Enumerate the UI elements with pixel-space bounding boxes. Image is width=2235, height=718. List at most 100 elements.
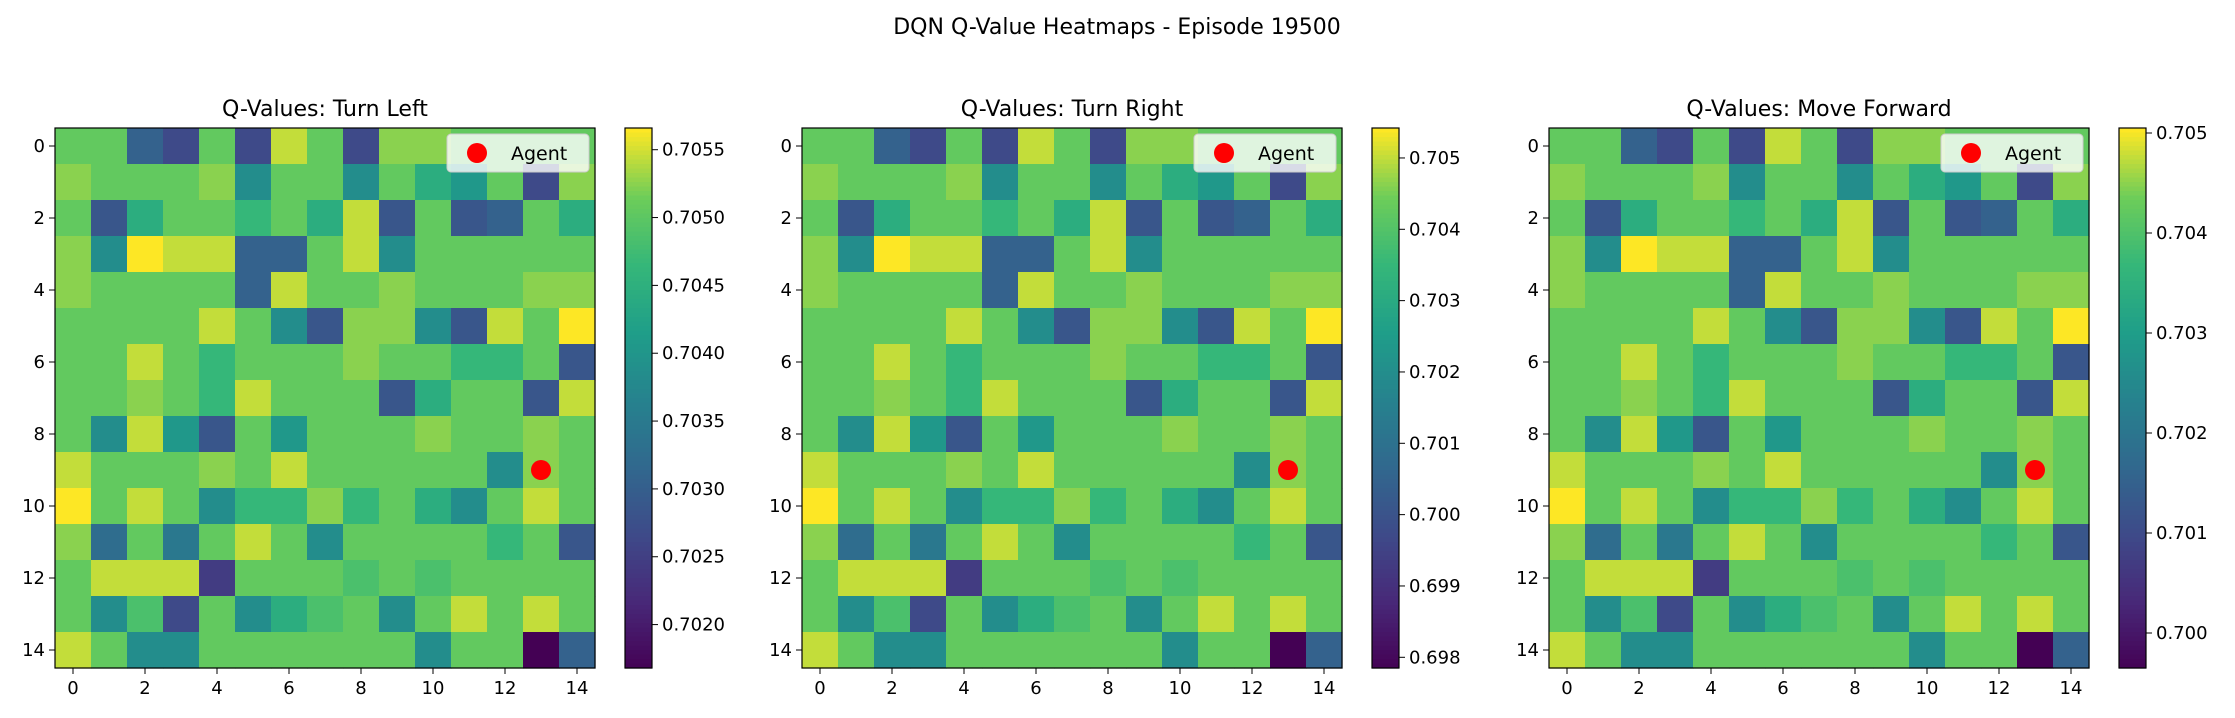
x-tick-label: 0 [67,678,78,699]
heatmap-cell [271,452,308,489]
heatmap-cell [1729,128,1766,165]
heatmap-cell [487,272,524,309]
heatmap-cell [307,560,344,597]
colorbar-segment [1372,434,1399,440]
heatmap-cell [910,200,947,237]
colorbar-segment [2119,479,2146,485]
heatmap-cell [1729,596,1766,633]
heatmap-cell [1657,380,1694,417]
heatmap-cell [91,164,128,201]
colorbar-segment [2119,564,2146,570]
heatmap-cell [874,164,911,201]
heatmap-cell [127,344,164,381]
heatmap-cell [1018,236,1055,273]
heatmap-cell [838,344,875,381]
heatmap-cell [163,524,200,561]
heatmap-cell [1657,452,1694,489]
heatmap-cell [163,632,200,669]
heatmap-cell [1729,164,1766,201]
colorbar-segment [625,407,652,413]
colorbar-segment [625,492,652,498]
heatmap-cell [1054,596,1091,633]
colorbar-segment [1372,659,1399,665]
heatmap-cell [1657,488,1694,525]
heatmap-cell [946,524,983,561]
heatmap-cell [1801,272,1838,309]
x-tick-label: 8 [355,678,366,699]
colorbar-segment [625,533,652,539]
heatmap-cell [1909,308,1946,345]
heatmap-cell [1657,272,1694,309]
heatmap-cell [1090,128,1127,165]
heatmap-cell [1837,200,1874,237]
heatmap-cell [2017,488,2054,525]
heatmap-cell [1054,344,1091,381]
heatmap-cell [1873,416,1910,453]
colorbar-segment [625,497,652,503]
heatmap-cell [307,164,344,201]
heatmap-cell [91,488,128,525]
colorbar-segment [1372,218,1399,224]
heatmap-cell [415,200,452,237]
colorbar-tick-label: 0.703 [1409,291,1461,312]
heatmap-cell [307,452,344,489]
heatmap-cell [1018,380,1055,417]
colorbar-segment [625,213,652,219]
heatmap-cell [2017,236,2054,273]
colorbar-segment [1372,371,1399,377]
colorbar-segment [625,191,652,197]
colorbar-tick-label: 0.7020 [662,615,725,636]
heatmap-cell [1306,488,1343,525]
colorbar-segment [1372,438,1399,444]
colorbar-segment [2119,362,2146,368]
colorbar-segment [625,555,652,561]
heatmap-cell [1126,308,1163,345]
heatmap-cell [127,524,164,561]
colorbar-segment [625,281,652,287]
heatmap-cell [235,128,272,165]
heatmap-cell [982,344,1019,381]
heatmap-cell [1945,308,1982,345]
colorbar-segment [625,609,652,615]
y-tick-label: 8 [781,424,792,445]
colorbar-segment [1372,542,1399,548]
colorbar-segment [625,276,652,282]
x-tick-label: 6 [1777,678,1788,699]
heatmap-cell [946,488,983,525]
heatmap-cell [415,596,452,633]
heatmap-cell [1234,596,1271,633]
colorbar-segment [2119,641,2146,647]
heatmap-cell [379,344,416,381]
heatmap-cell [1126,452,1163,489]
heatmap-cell [487,416,524,453]
heatmap-cell [91,308,128,345]
heatmap-cell [379,308,416,345]
x-tick-label: 2 [886,678,897,699]
heatmap-cell [1729,200,1766,237]
colorbar-segment [2119,258,2146,264]
colorbar-segment [2119,317,2146,323]
colorbar-tick-label: 0.704 [2156,223,2208,244]
heatmap-cell [1729,308,1766,345]
x-tick-label: 6 [1030,678,1041,699]
colorbar-tick-label: 0.7055 [662,140,725,161]
colorbar-segment [2119,515,2146,521]
suptitle: DQN Q-Value Heatmaps - Episode 19500 [893,15,1341,40]
heatmap-cell [1729,272,1766,309]
colorbar-segment [1372,407,1399,413]
colorbar-segment [1372,555,1399,561]
heatmap-cell [163,272,200,309]
colorbar-segment [625,564,652,570]
heatmap-cell [874,416,911,453]
heatmap-cell [559,560,596,597]
heatmap-cell [2017,560,2054,597]
colorbar-segment [1372,384,1399,390]
heatmap-cell [1126,200,1163,237]
colorbar-segment [1372,488,1399,494]
heatmap-cell [1693,416,1730,453]
heatmap-cell [163,344,200,381]
colorbar-segment [1372,389,1399,395]
colorbar-segment [625,362,652,368]
heatmap-cell [910,164,947,201]
heatmap-cell [982,272,1019,309]
